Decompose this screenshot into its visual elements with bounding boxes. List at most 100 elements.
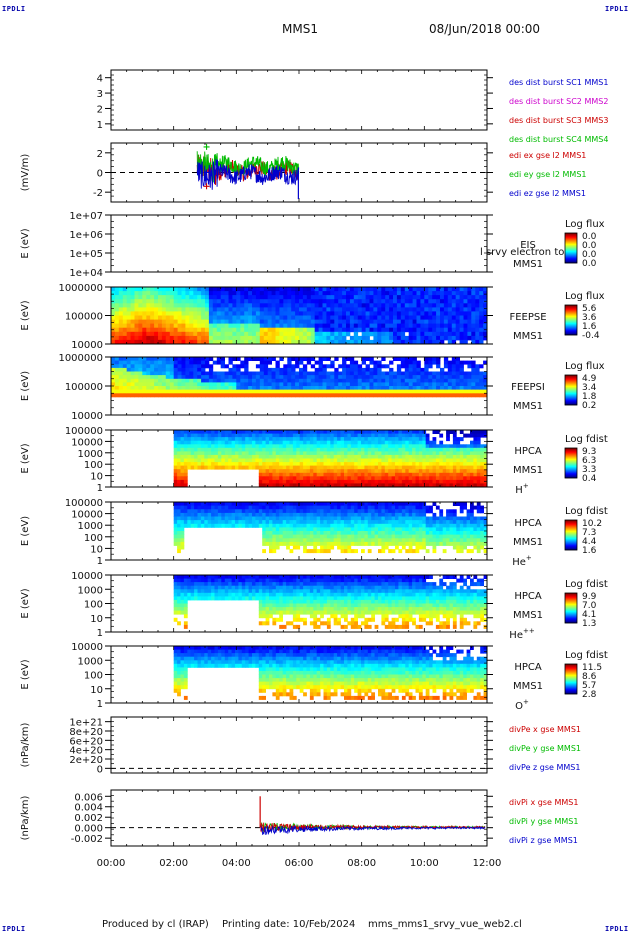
spectro-cell (313, 483, 318, 488)
spectro-cell (398, 465, 403, 470)
spectro-cell (342, 287, 347, 292)
spectro-cell (338, 375, 343, 380)
spectro-cell (236, 319, 241, 325)
spectro-cell (473, 430, 478, 434)
y-axis-label-3: E (eV) (20, 228, 31, 258)
spectro-cell (440, 307, 445, 312)
spectro-cell (142, 364, 147, 369)
spectro-cell (475, 327, 480, 333)
spectro-cell (400, 360, 406, 365)
spectro-cell (306, 357, 312, 361)
spectro-cell (208, 386, 214, 390)
spectro-cell (381, 364, 386, 369)
spectro-cell (248, 378, 253, 383)
spectro-cell (346, 378, 351, 383)
spectro-cell (216, 291, 222, 296)
spectro-cell (367, 469, 372, 474)
spectro-cell (340, 440, 345, 445)
spectro-cell (299, 458, 304, 463)
spectro-cell (314, 303, 319, 308)
spectro-cell (310, 319, 316, 325)
spectro-cell (306, 454, 311, 459)
spectro-cell (309, 520, 314, 525)
spectro-cell (459, 364, 464, 369)
spectro-cell (326, 479, 331, 484)
spectro-cell (296, 516, 301, 521)
spectro-cell (146, 311, 151, 316)
spectro-cell (381, 523, 386, 528)
colorbar-cell (565, 254, 577, 256)
spectro-cell (181, 311, 186, 316)
spectro-cell (408, 327, 413, 333)
spectro-cell (220, 331, 225, 337)
spectro-cell (388, 479, 392, 484)
spectro-cell (161, 307, 167, 312)
spectro-cell (439, 451, 444, 456)
spectro-cell (173, 335, 178, 341)
spectro-cell (377, 335, 382, 341)
spectro-cell (258, 502, 263, 506)
colorbar-3 (564, 232, 578, 264)
spectro-cell (232, 367, 237, 372)
spectro-cell (287, 375, 292, 380)
spectro-cell (323, 447, 328, 452)
spectro-cell (316, 527, 321, 532)
colorbar-cell (565, 309, 577, 311)
spectro-cell (122, 319, 128, 325)
spectro-cell (214, 437, 219, 442)
y-tick-label-6: 100 (84, 460, 103, 471)
spectro-cell (369, 287, 374, 292)
spectro-cell (455, 295, 460, 300)
spectro-cell (296, 454, 301, 459)
spectro-cell (296, 523, 301, 528)
spectro-cell (442, 472, 447, 477)
spectro-cell (401, 444, 406, 449)
spectro-cell (347, 520, 352, 525)
spectro-cell (289, 430, 294, 434)
spectro-cell (323, 440, 328, 445)
spectro-cell (435, 458, 440, 463)
spectro-cell (334, 311, 339, 316)
spectro-cell (232, 357, 237, 361)
spectro-cell (302, 364, 308, 369)
spectro-cell (381, 527, 386, 532)
spectro-cell (391, 462, 396, 467)
spectro-cell (221, 516, 226, 521)
spectro-cell (263, 323, 269, 329)
spectro-cell (459, 319, 464, 325)
spectro-cell (412, 469, 416, 474)
spectro-cell (142, 367, 147, 372)
spectro-cell (177, 549, 181, 554)
spectro-cell (310, 287, 316, 292)
spectro-cell (381, 386, 386, 390)
spectro-cell (240, 327, 245, 333)
spectro-cell (347, 440, 352, 445)
spectro-cell (367, 462, 372, 467)
spectro-cell (330, 339, 335, 345)
spectro-cell (354, 483, 358, 488)
spectro-cell (452, 483, 457, 488)
spectro-cell (212, 382, 218, 387)
spectro-cell (322, 323, 327, 329)
spectro-cell (231, 430, 236, 434)
spectro-cell (258, 440, 263, 445)
spectro-cell (418, 433, 423, 438)
spectro-cell (303, 512, 307, 517)
spectro-cell (236, 315, 241, 320)
spectro-cell (205, 299, 210, 304)
spectro-cell (295, 382, 300, 387)
spectro-cell (279, 287, 284, 292)
spectro-cell (320, 545, 324, 550)
spectro-cell (476, 433, 481, 438)
spectro-cell (214, 502, 219, 506)
spectro-cell (303, 469, 307, 474)
spectro-cell (365, 393, 370, 398)
spectro-cell (291, 303, 296, 308)
spectro-cell (150, 299, 155, 304)
spectro-cell (130, 389, 135, 394)
spectro-cell (122, 371, 128, 376)
spectro-cell (330, 505, 335, 510)
spectro-cell (248, 509, 253, 514)
colorbar-cell (565, 378, 577, 380)
spectro-cell (207, 451, 212, 456)
